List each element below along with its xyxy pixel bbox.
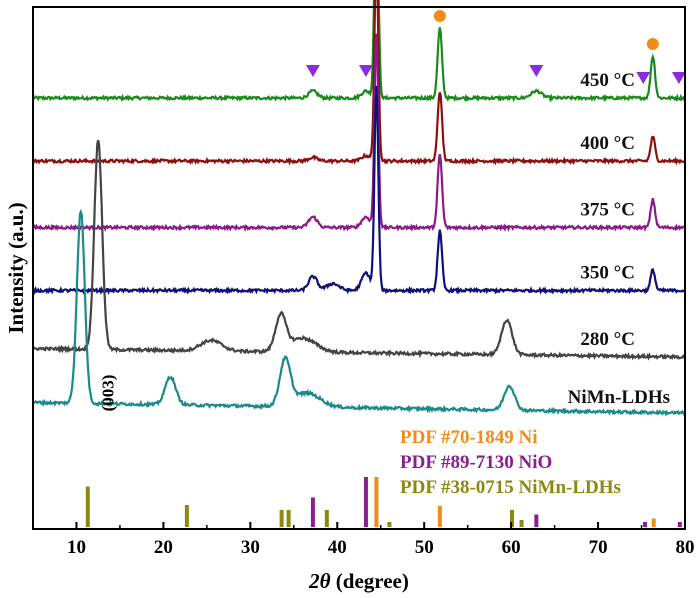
series-label-375-c: 375 °C (580, 200, 635, 221)
ni-marker-2 (433, 10, 446, 22)
series-labels: 450 °C 400 °C 375 °C 350 °C 280 °C NiMn-LDHs (568, 70, 670, 408)
series-label-400-c: 400 °C (580, 133, 635, 154)
ref-line-pdf-89-7130-nio-4 (643, 522, 648, 527)
x-axis-label-unit: (degree) (331, 569, 409, 593)
series-line-nimn-ldhs (32, 208, 686, 417)
nio-marker-4 (636, 71, 651, 84)
x-tick-label-60: 60 (502, 537, 521, 558)
nio-marker-5 (671, 72, 686, 84)
ref-line-pdf-70-1849-ni-1 (374, 477, 379, 527)
ref-line-pdf-38-0715-nimn-ldhs-8 (519, 520, 524, 527)
series-label-350-c: 350 °C (580, 263, 635, 284)
ref-line-pdf-38-0715-nimn-ldhs-6 (387, 522, 392, 527)
x-tick-label-40: 40 (328, 537, 347, 558)
ref-line-pdf-38-0715-nimn-ldhs-3 (279, 510, 284, 527)
x-axis-label: 2θ (degree) (308, 569, 409, 593)
legend-pdf-70-1849-ni: PDF #70-1849 Ni (400, 427, 538, 448)
nio-marker-1 (305, 65, 320, 77)
ref-line-pdf-89-7130-nio-2 (363, 477, 368, 527)
series-label-450-c: 450 °C (580, 70, 635, 91)
legend-pdf-89-7130-nio: PDF #89-7130 NiO (400, 452, 552, 473)
ref-line-pdf-38-0715-nimn-ldhs-7 (510, 510, 515, 527)
ref-line-pdf-38-0715-nimn-ldhs-1 (85, 486, 90, 527)
nio-marker-2 (358, 64, 373, 77)
ref-line-pdf-89-7130-nio-3 (534, 514, 539, 527)
series-line-350-c (32, 85, 686, 296)
x-axis: 10 20 30 40 50 60 70 80 (32, 522, 695, 558)
ref-line-pdf-38-0715-nimn-ldhs-2 (184, 505, 189, 527)
ni-marker-3 (646, 38, 659, 50)
series-line-400-c (32, 0, 686, 166)
ref-line-pdf-70-1849-ni-2 (437, 506, 442, 527)
series-line-280-c (32, 139, 686, 361)
phase-markers (305, 10, 686, 84)
x-tick-label-30: 30 (241, 537, 260, 558)
x-tick-label-10: 10 (67, 537, 86, 558)
ref-line-pdf-38-0715-nimn-ldhs-5 (324, 510, 329, 527)
series-line-450-c (32, 0, 686, 103)
x-tick-label-50: 50 (415, 537, 434, 558)
legend-pdf-38-0715-nimn-ldhs: PDF #38-0715 NiMn-LDHs (400, 477, 621, 498)
x-tick-label-20: 20 (154, 537, 173, 558)
ref-line-pdf-38-0715-nimn-ldhs-4 (286, 510, 291, 527)
ref-line-pdf-70-1849-ni-3 (651, 518, 656, 527)
x-tick-label-70: 70 (589, 537, 608, 558)
ref-line-pdf-89-7130-nio-1 (310, 497, 315, 527)
plot-frame (32, 6, 686, 530)
x-tick-label-80: 80 (676, 537, 695, 558)
reference-card-lines (85, 477, 682, 527)
series-label-nimn-ldhs: NiMn-LDHs (568, 387, 670, 408)
nio-marker-3 (529, 65, 544, 77)
series-lines (32, 0, 686, 417)
peak-annotation-003: (003) (98, 375, 117, 412)
series-line-375-c (32, 33, 685, 233)
x-axis-label-symbol: 2θ (308, 569, 331, 593)
ref-line-pdf-89-7130-nio-5 (677, 522, 682, 527)
series-label-280-c: 280 °C (580, 329, 635, 350)
legend: PDF #70-1849 Ni PDF #89-7130 NiO PDF #38-0… (400, 427, 621, 498)
y-axis-label: Intensity (a.u.) (4, 202, 28, 333)
